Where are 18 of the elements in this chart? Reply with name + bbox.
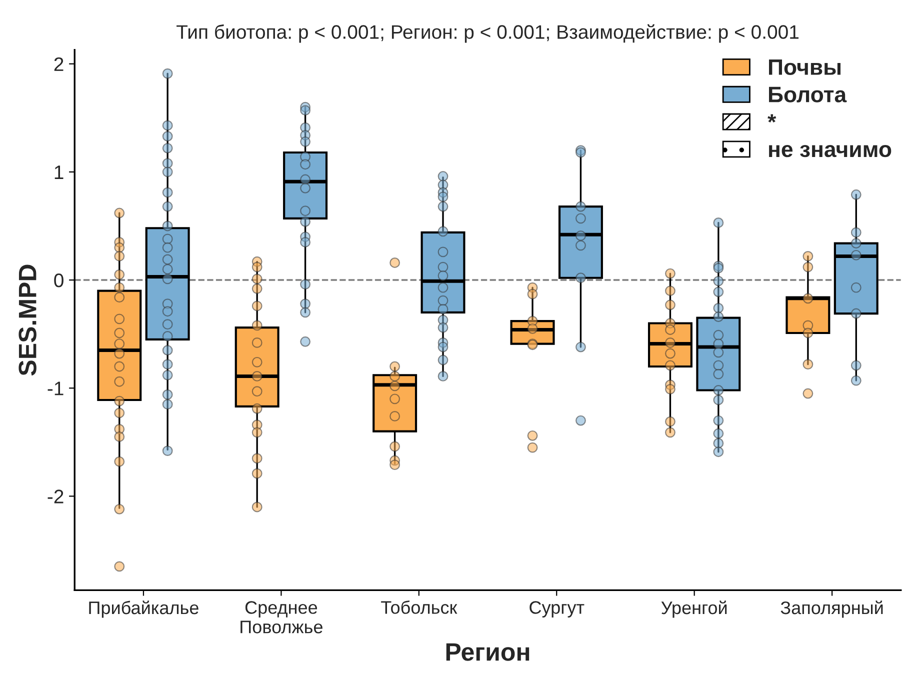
y-tick-label: -1: [48, 382, 64, 396]
x-tick-label: Заполярный: [780, 600, 883, 618]
x-tick-label: Сургут: [530, 601, 584, 618]
legend-label: Болота: [769, 86, 847, 102]
x-tick-label: Прибайкалье: [89, 600, 198, 618]
y-tick-label: 2: [54, 57, 64, 71]
x-tick-label: Среднее Поволжье: [240, 601, 322, 634]
annotation: не значимо: [769, 144, 892, 158]
y-axis-title: SES.MPD: [18, 264, 36, 376]
y-tick-label: -2: [48, 490, 64, 504]
chart-title: Тип биотопа: p < 0.001; Регион: p < 0.001; Взаимодействие: p < 0.001: [176, 24, 799, 43]
y-tick-label: 0: [54, 273, 64, 288]
x-axis-title: Регион: [446, 643, 530, 661]
legend-label: Почвы: [769, 60, 840, 76]
x-tick-label: Тобольск: [381, 600, 458, 614]
x-tick-label: Уренгой: [661, 600, 727, 618]
annotation: *: [768, 114, 776, 123]
y-tick-label: 1: [54, 166, 64, 179]
